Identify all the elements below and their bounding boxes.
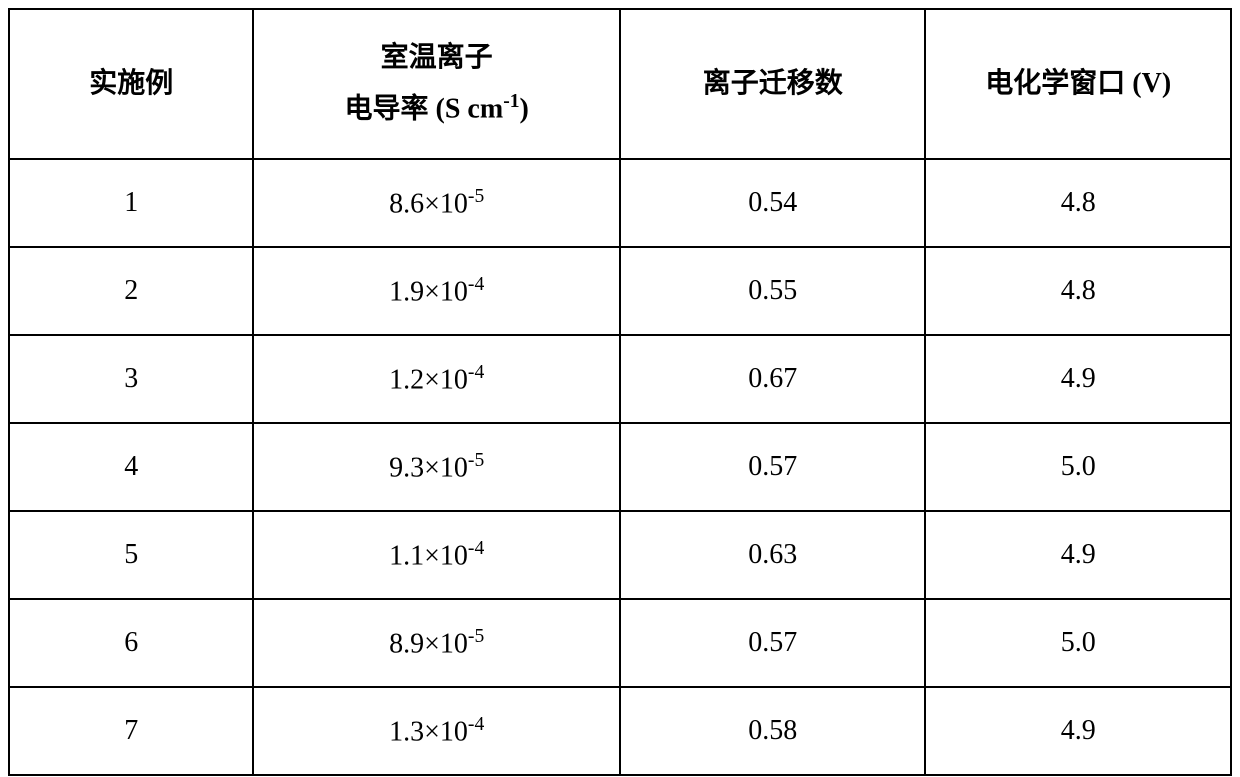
table-row: 7 1.3×10-4 0.58 4.9	[9, 687, 1231, 775]
cell-transference: 0.58	[620, 687, 926, 775]
data-table: 实施例 室温离子电导率 (S cm-1) 离子迁移数 电化学窗口 (V) 1 8…	[8, 8, 1232, 776]
cell-transference: 0.67	[620, 335, 926, 423]
cell-window: 5.0	[925, 423, 1231, 511]
table-row: 2 1.9×10-4 0.55 4.8	[9, 247, 1231, 335]
cell-transference: 0.63	[620, 511, 926, 599]
cell-example: 3	[9, 335, 253, 423]
table-row: 1 8.6×10-5 0.54 4.8	[9, 159, 1231, 247]
cell-transference: 0.55	[620, 247, 926, 335]
cell-window: 4.9	[925, 687, 1231, 775]
cell-window: 4.9	[925, 511, 1231, 599]
header-conductivity: 室温离子电导率 (S cm-1)	[253, 9, 620, 159]
table-body: 1 8.6×10-5 0.54 4.8 2 1.9×10-4 0.55 4.8 …	[9, 159, 1231, 775]
cell-example: 1	[9, 159, 253, 247]
cell-window: 4.8	[925, 159, 1231, 247]
table-row: 6 8.9×10-5 0.57 5.0	[9, 599, 1231, 687]
table-row: 3 1.2×10-4 0.67 4.9	[9, 335, 1231, 423]
header-transference: 离子迁移数	[620, 9, 926, 159]
header-window: 电化学窗口 (V)	[925, 9, 1231, 159]
cell-window: 5.0	[925, 599, 1231, 687]
cell-transference: 0.57	[620, 423, 926, 511]
table-header: 实施例 室温离子电导率 (S cm-1) 离子迁移数 电化学窗口 (V)	[9, 9, 1231, 159]
cell-conductivity: 1.1×10-4	[253, 511, 620, 599]
cell-window: 4.8	[925, 247, 1231, 335]
cell-example: 6	[9, 599, 253, 687]
table-row: 4 9.3×10-5 0.57 5.0	[9, 423, 1231, 511]
cell-conductivity: 1.2×10-4	[253, 335, 620, 423]
cell-conductivity: 1.9×10-4	[253, 247, 620, 335]
cell-conductivity: 9.3×10-5	[253, 423, 620, 511]
cell-conductivity: 1.3×10-4	[253, 687, 620, 775]
cell-transference: 0.57	[620, 599, 926, 687]
cell-window: 4.9	[925, 335, 1231, 423]
cell-transference: 0.54	[620, 159, 926, 247]
cell-example: 5	[9, 511, 253, 599]
cell-example: 4	[9, 423, 253, 511]
header-row: 实施例 室温离子电导率 (S cm-1) 离子迁移数 电化学窗口 (V)	[9, 9, 1231, 159]
cell-example: 7	[9, 687, 253, 775]
cell-example: 2	[9, 247, 253, 335]
cell-conductivity: 8.6×10-5	[253, 159, 620, 247]
table-row: 5 1.1×10-4 0.63 4.9	[9, 511, 1231, 599]
cell-conductivity: 8.9×10-5	[253, 599, 620, 687]
header-example: 实施例	[9, 9, 253, 159]
